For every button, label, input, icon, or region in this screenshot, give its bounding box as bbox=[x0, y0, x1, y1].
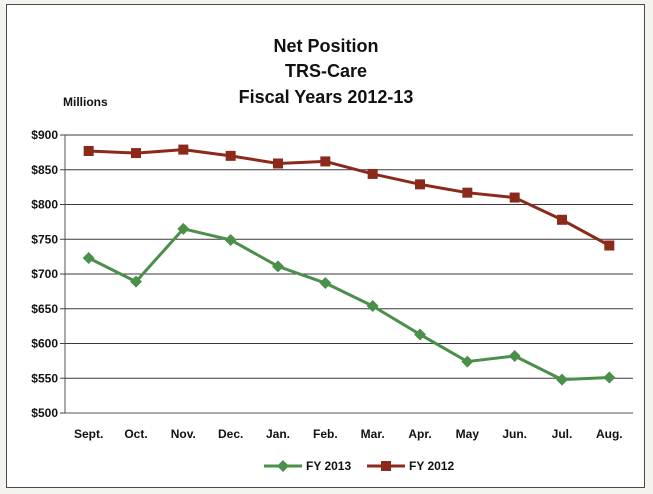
x-tick-label: Sept. bbox=[74, 427, 103, 441]
legend-label: FY 2013 bbox=[306, 459, 351, 473]
x-axis-ticks: Sept. Oct. Nov. Dec. Jan. Feb. Mar. Apr. May Jun.… bbox=[74, 427, 623, 441]
data-point bbox=[415, 179, 425, 190]
data-point bbox=[462, 187, 473, 198]
data-point bbox=[272, 260, 284, 273]
title-line-1: Net Position bbox=[273, 36, 378, 56]
data-point bbox=[367, 168, 378, 179]
data-point bbox=[319, 277, 332, 290]
series-lines bbox=[82, 144, 616, 386]
legend-label: FY 2012 bbox=[409, 459, 454, 473]
chart-frame: Net Position TRS-Care Fiscal Years 2012-… bbox=[6, 4, 645, 488]
x-tick-label: Oct. bbox=[124, 427, 147, 441]
title-line-2: TRS-Care bbox=[285, 61, 367, 81]
y-tick-label: $800 bbox=[31, 198, 58, 212]
x-tick-label: Mar. bbox=[361, 427, 385, 441]
data-point bbox=[177, 222, 190, 235]
data-point bbox=[557, 214, 567, 225]
title-line-3: Fiscal Years 2012-13 bbox=[239, 87, 414, 107]
x-tick-label: Jun. bbox=[502, 427, 527, 441]
data-point bbox=[603, 371, 616, 384]
x-tick-label: Jul. bbox=[552, 427, 573, 441]
x-tick-label: Nov. bbox=[171, 427, 196, 441]
data-point bbox=[225, 150, 236, 161]
data-point bbox=[82, 252, 95, 265]
units-label: Millions bbox=[63, 95, 108, 109]
x-tick-label: Feb. bbox=[313, 427, 338, 441]
y-tick-label: $850 bbox=[31, 163, 58, 177]
series-1 bbox=[82, 222, 616, 386]
legend: FY 2013 FY 2012 bbox=[264, 459, 454, 473]
legend-item: FY 2013 bbox=[264, 459, 351, 473]
chart-title: Net Position TRS-Care Fiscal Years 2012-… bbox=[239, 36, 414, 107]
x-tick-label: Jan. bbox=[266, 427, 290, 441]
y-tick-label: $750 bbox=[31, 232, 58, 246]
data-point bbox=[509, 192, 520, 203]
data-point bbox=[224, 233, 237, 246]
series-2 bbox=[83, 144, 615, 251]
data-point bbox=[604, 240, 615, 251]
series-line bbox=[88, 148, 611, 247]
legend-item: FY 2012 bbox=[367, 459, 454, 473]
data-point bbox=[83, 145, 94, 156]
data-point bbox=[381, 461, 391, 471]
x-tick-label: Apr. bbox=[408, 427, 431, 441]
data-point bbox=[320, 156, 331, 167]
data-point bbox=[130, 275, 142, 288]
data-point bbox=[131, 148, 141, 159]
y-tick-label: $900 bbox=[31, 128, 58, 142]
series-line bbox=[87, 227, 610, 382]
data-point bbox=[414, 328, 426, 341]
data-point bbox=[178, 144, 189, 155]
x-tick-label: Dec. bbox=[218, 427, 243, 441]
gridlines bbox=[65, 134, 633, 379]
y-tick-label: $600 bbox=[31, 337, 58, 351]
y-tick-label: $650 bbox=[31, 302, 58, 316]
data-point bbox=[277, 460, 289, 472]
data-point bbox=[508, 350, 521, 363]
net-position-chart: Net Position TRS-Care Fiscal Years 2012-… bbox=[31, 36, 633, 473]
data-point bbox=[273, 158, 283, 169]
x-tick-label: May bbox=[456, 427, 480, 441]
y-axis-ticks: $500 $550 $600 $650 $700 $750 $800 $850 $900 bbox=[31, 128, 65, 420]
data-point bbox=[556, 373, 568, 386]
y-tick-label: $700 bbox=[31, 267, 58, 281]
y-tick-label: $550 bbox=[31, 371, 58, 385]
data-point bbox=[366, 299, 379, 312]
y-tick-label: $500 bbox=[31, 406, 58, 420]
x-tick-label: Aug. bbox=[596, 427, 623, 441]
data-point bbox=[461, 355, 474, 368]
